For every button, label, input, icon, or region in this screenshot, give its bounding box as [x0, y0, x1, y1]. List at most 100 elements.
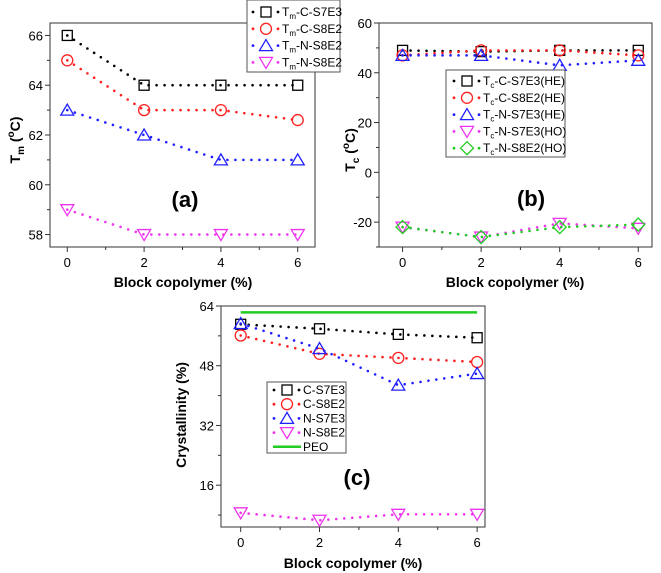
legend-marker — [459, 125, 475, 139]
data-point — [553, 44, 566, 57]
legend-marker — [260, 6, 272, 18]
series-3 — [59, 204, 306, 242]
x-tick-label: 2 — [478, 255, 485, 270]
legend-item: Tc-N-S8E2(HO) — [452, 140, 566, 157]
data-point — [473, 229, 489, 245]
y-title-unit: C) — [7, 117, 23, 132]
legend-label: Tm-N-S8E2 — [282, 39, 342, 55]
legend-dot — [272, 431, 276, 434]
legend-item: PEO — [273, 440, 328, 454]
data-point — [59, 204, 75, 217]
legend-marker — [459, 107, 475, 121]
data-point — [291, 113, 304, 127]
y-tick-label: 64 — [29, 78, 43, 93]
legend-dot — [297, 402, 301, 406]
data-point — [473, 48, 489, 62]
legend-dot — [276, 10, 280, 14]
data-point — [235, 318, 247, 330]
legend-dot — [297, 388, 301, 392]
data-point — [630, 222, 646, 236]
legend-dot — [297, 431, 301, 434]
data-point — [290, 228, 306, 242]
data-point — [311, 341, 328, 355]
series-1 — [61, 54, 304, 127]
y-tick-label: 64 — [200, 299, 214, 314]
series-line — [401, 49, 640, 53]
y-tick-label: 66 — [29, 28, 43, 43]
legend-dot — [251, 27, 255, 31]
data-point — [632, 49, 645, 62]
data-point — [61, 54, 74, 67]
y-title-degree: o — [341, 143, 352, 149]
series-line — [239, 322, 479, 387]
y-tick-label: 0 — [365, 165, 372, 180]
legend-item: Tc-N-S7E3(HO) — [452, 124, 566, 140]
legend-item: Tm-N-S8E2 — [251, 55, 342, 71]
y-title-paren: ( — [7, 137, 23, 146]
legend-dot — [477, 113, 481, 116]
x-axis-title: Block copolymer (%) — [284, 555, 422, 571]
legend-box — [246, 0, 341, 73]
data-point — [392, 328, 404, 341]
plot-frame — [378, 22, 653, 248]
x-tick-label: 2 — [140, 255, 147, 270]
legend-label: Tc-N-S7E3(HE) — [483, 108, 565, 124]
data-point — [390, 377, 406, 391]
legend-marker — [460, 91, 474, 104]
data-point — [59, 102, 75, 116]
series-line — [401, 223, 640, 239]
legend-dot — [276, 27, 280, 31]
data-point — [233, 316, 249, 330]
series-line — [239, 322, 479, 340]
y-axis-title: Crystallinity (%) — [173, 362, 189, 468]
legend-marker — [281, 384, 293, 396]
legend-item: N-S8E2 — [272, 426, 345, 440]
legend-marker — [258, 56, 274, 70]
series-2 — [394, 48, 646, 71]
legend-dot — [276, 61, 280, 64]
legend-label: Tc-C-S7E3(HE) — [483, 74, 565, 90]
series-2 — [233, 316, 485, 391]
data-point — [630, 53, 646, 66]
legend-dot — [452, 113, 456, 116]
data-point — [473, 231, 489, 245]
y-tick-label: 16 — [200, 478, 214, 493]
data-point — [213, 228, 229, 242]
panel-label: (a) — [172, 187, 199, 212]
data-point — [233, 507, 249, 521]
y-axis-title: Tc (oC) — [341, 128, 362, 172]
legend-marker — [280, 398, 294, 411]
legend-dot — [251, 61, 255, 64]
data-point — [394, 48, 411, 62]
series-line — [65, 108, 300, 162]
series-line — [239, 334, 479, 364]
y-tick-label: 58 — [29, 228, 43, 243]
legend-marker — [259, 22, 273, 35]
legend-marker — [279, 411, 295, 425]
panel-a: 0 2 4 6 58 60 62 64 66 Block copolymer (%) Tm (oC)… — [6, 0, 342, 290]
x-tick-label: 4 — [395, 535, 402, 550]
data-point — [234, 329, 247, 342]
legend-label: Tc-N-S7E3(HO) — [483, 124, 566, 140]
data-point — [471, 332, 483, 344]
legend-dot — [477, 146, 481, 150]
legend-item: N-S7E3 — [272, 411, 345, 425]
legend-dot — [251, 10, 255, 14]
legend-item: C-S8E2 — [272, 397, 345, 411]
legend-dot — [452, 130, 456, 133]
data-point — [469, 366, 485, 380]
data-point — [394, 221, 411, 235]
legend-dot — [477, 79, 481, 83]
series-1 — [396, 44, 645, 62]
legend-label: Tc-C-S8E2(HE) — [483, 91, 565, 107]
legend-dot — [477, 130, 481, 133]
data-point — [469, 508, 485, 522]
legend-dot — [272, 402, 276, 406]
series-line — [239, 511, 479, 522]
y-tick-label: 60 — [358, 16, 372, 31]
x-tick-label: 2 — [316, 535, 323, 550]
legend-label: Tm-N-S8E2 — [282, 55, 342, 71]
legend-label: C-S7E3 — [303, 383, 345, 397]
